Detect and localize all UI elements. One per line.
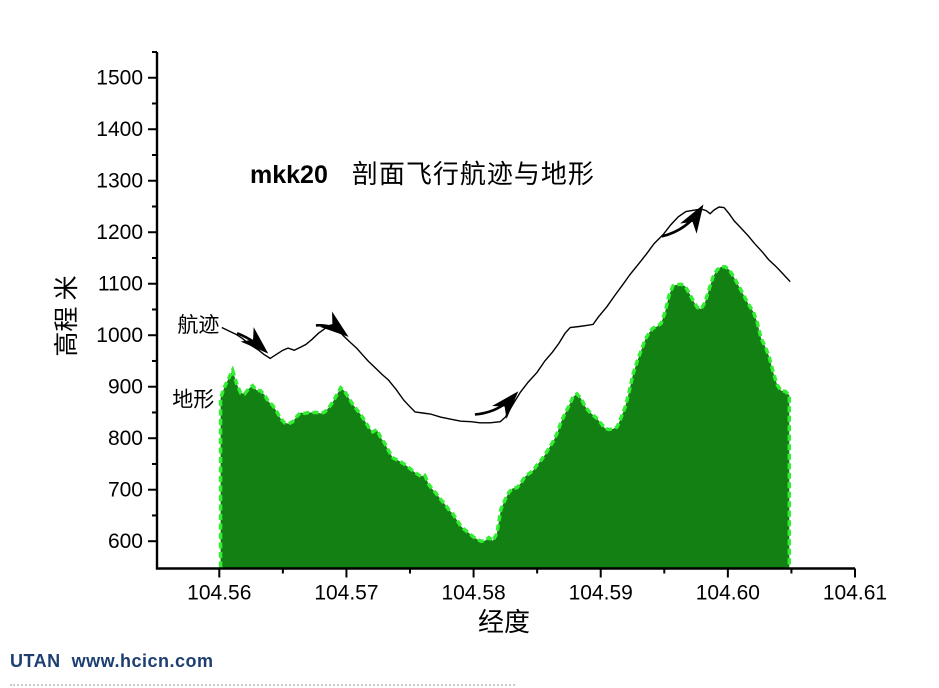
y-tick-label: 1400 (96, 118, 143, 141)
y-tick-label: 600 (108, 530, 143, 553)
chart-title-text: 剖面飞行航迹与地形 (351, 160, 595, 189)
bottom-divider (10, 684, 515, 686)
series-label-flight-path: 航迹 (177, 313, 219, 337)
series-label-terrain: 地形 (172, 387, 214, 411)
y-tick-label: 700 (108, 479, 143, 502)
y-tick-label: 1100 (98, 273, 143, 296)
x-tick-label: 104.60 (696, 582, 760, 605)
y-tick-label: 1500 (96, 67, 143, 90)
y-tick-label: 800 (108, 427, 143, 450)
flight-direction-arrow (474, 391, 519, 419)
x-axis-title: 经度 (477, 608, 530, 637)
chart-title: mkk20 剖面飞行航迹与地形 (250, 154, 595, 191)
y-tick-label: 1300 (96, 170, 143, 193)
y-axis-title: 高程 米 (54, 275, 81, 357)
terrain-edge (218, 264, 792, 568)
x-tick-label: 104.56 (187, 582, 251, 605)
axis-frame (155, 52, 855, 570)
flight-direction-arrow (236, 327, 269, 354)
x-tick-label: 104.61 (823, 582, 887, 605)
flight-direction-arrow (315, 311, 349, 337)
x-tick-label: 104.58 (441, 582, 505, 605)
y-tick-label: 1000 (96, 324, 143, 347)
terrain-area (220, 266, 790, 568)
chart-title-code: mkk20 (250, 161, 328, 189)
y-tick-label: 900 (108, 376, 143, 399)
y-tick-label: 1200 (96, 221, 143, 244)
flight-direction-arrow (661, 204, 704, 238)
watermark-text: UTAN www.hcicn.com (10, 651, 214, 671)
x-tick-label: 104.59 (569, 582, 633, 605)
x-tick-label: 104.57 (314, 582, 378, 605)
